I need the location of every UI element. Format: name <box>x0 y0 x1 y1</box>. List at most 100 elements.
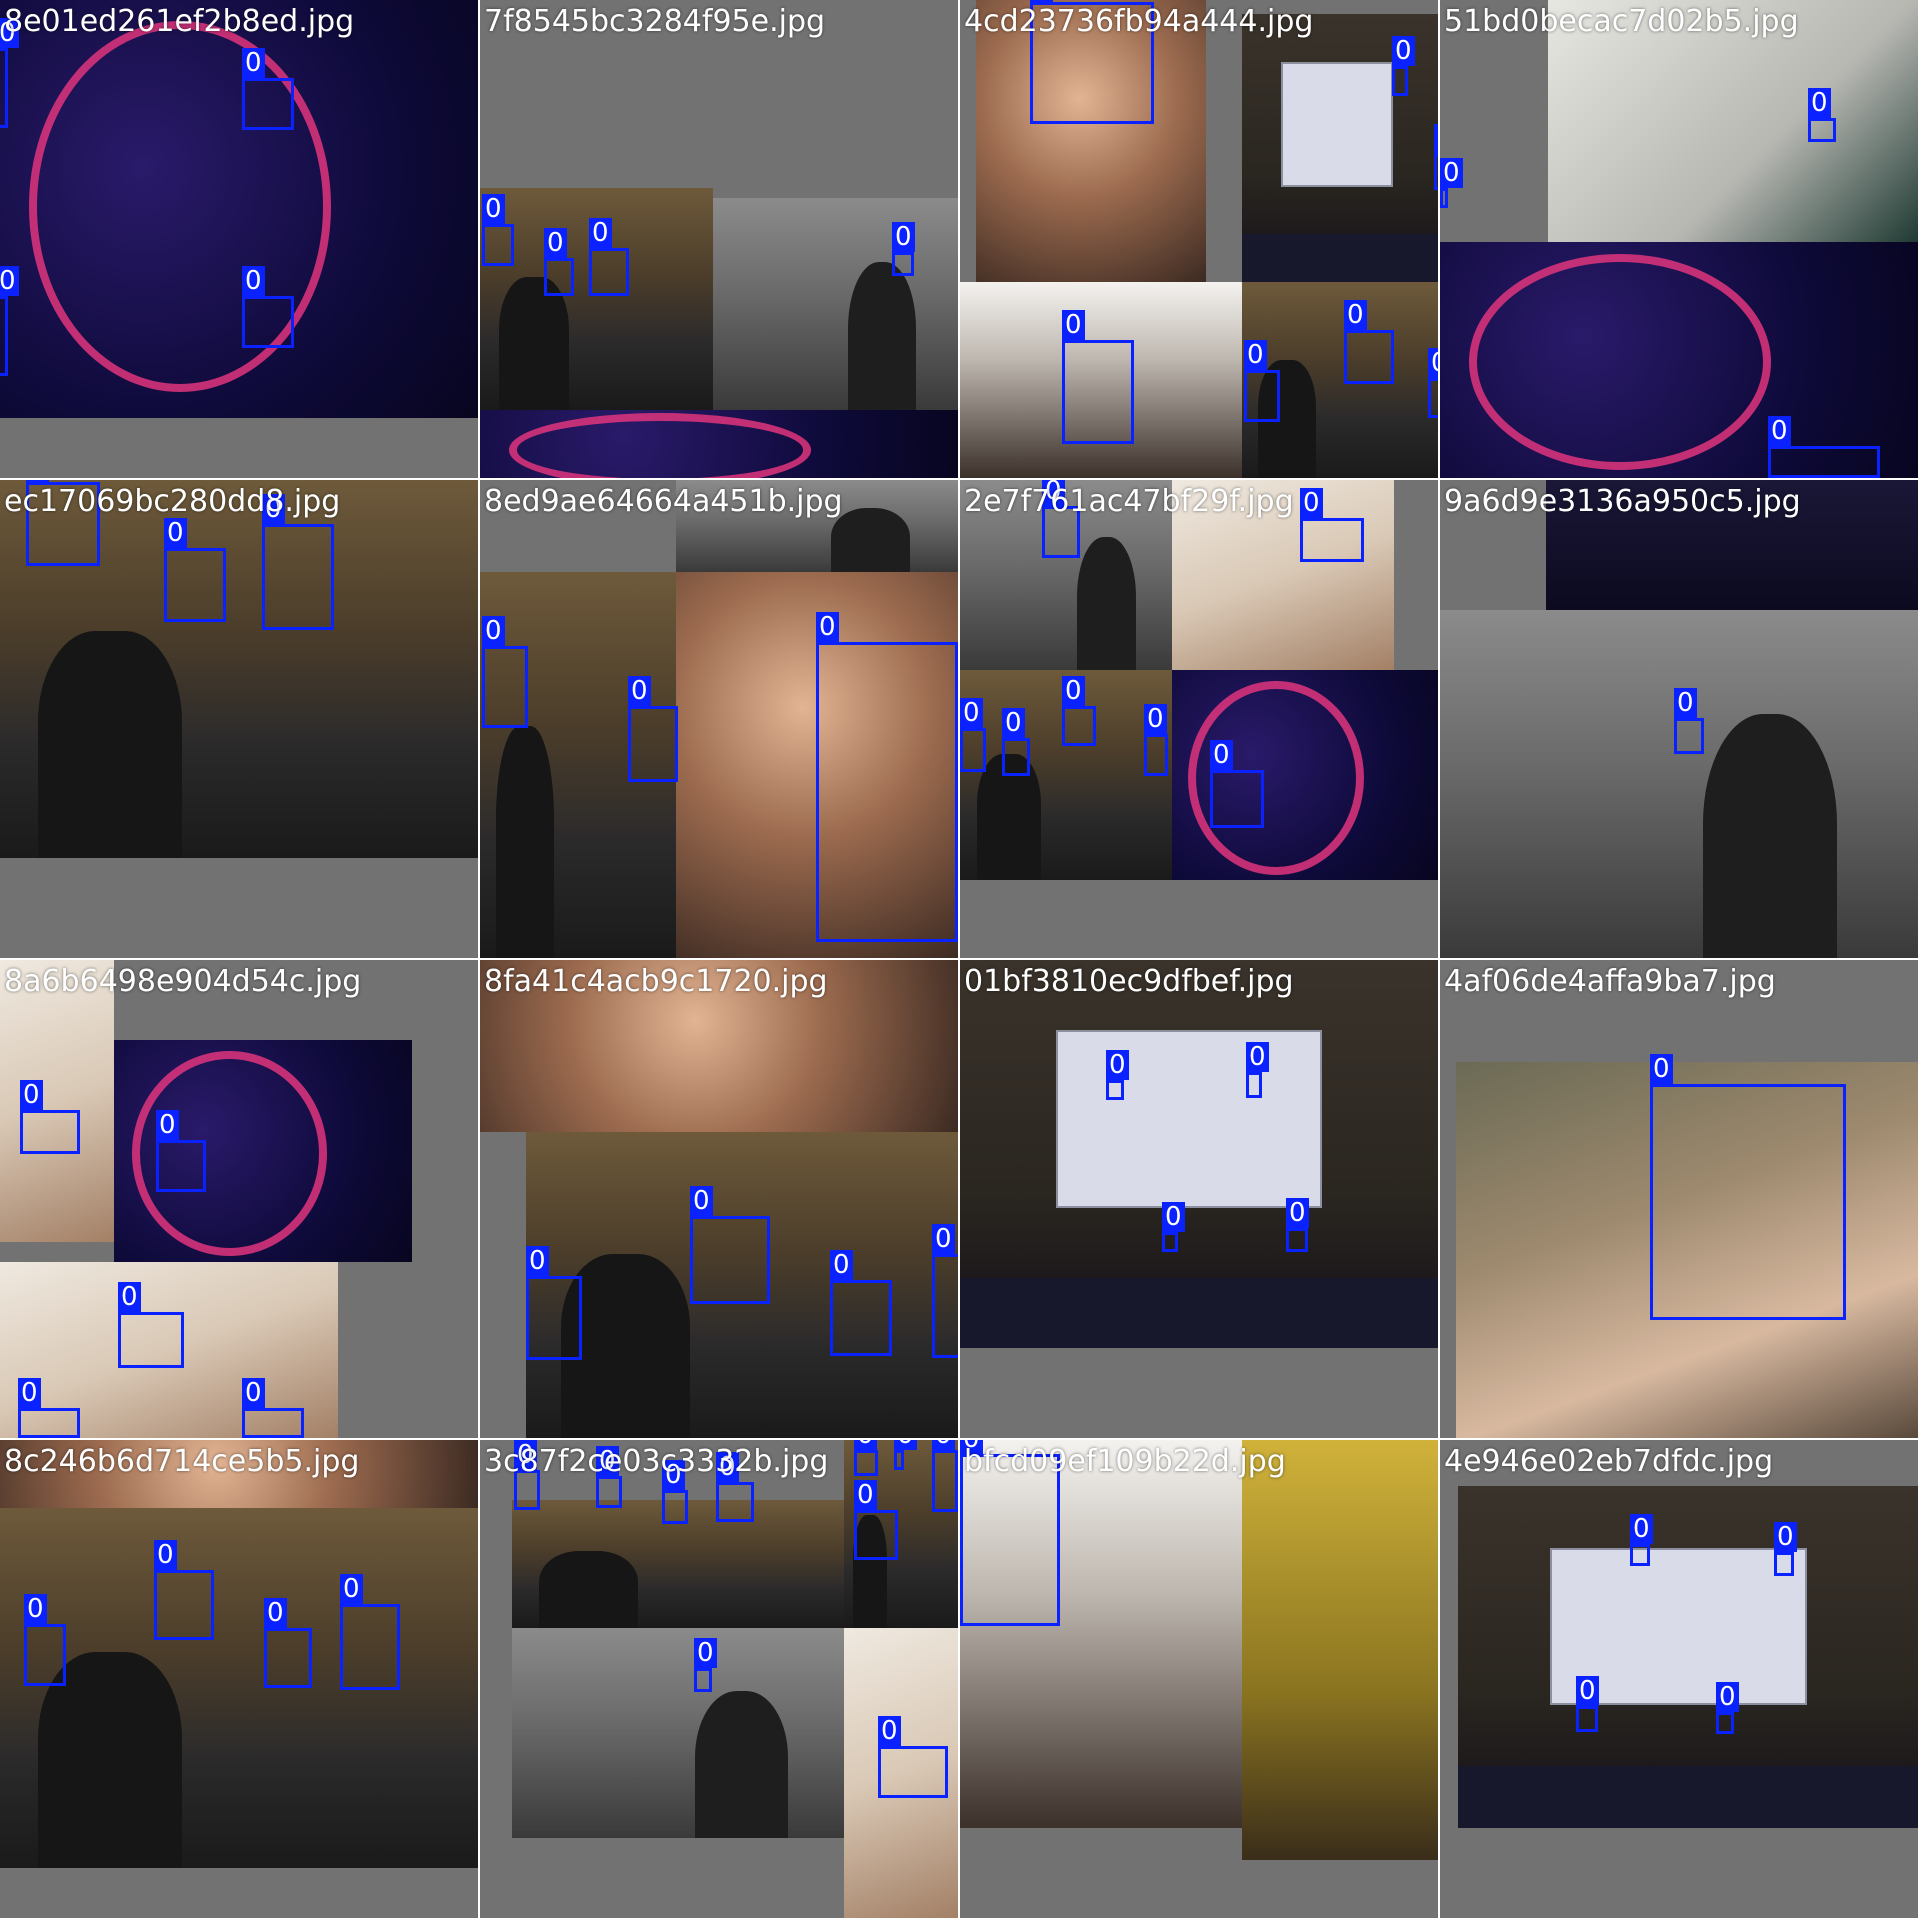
face-box: 0 <box>1030 0 1154 124</box>
face-box: 0 <box>830 1250 892 1356</box>
photo <box>114 1040 412 1262</box>
class-label: 0 <box>932 1224 955 1254</box>
face-box: 0 <box>154 1540 214 1640</box>
photo <box>960 1440 1242 1828</box>
class-label: 0 <box>242 1378 265 1408</box>
mosaic-tile: 7f8545bc3284f95e.jpg 0 0 0 0 <box>480 0 958 478</box>
face-box: 0 <box>526 1246 582 1360</box>
face-box: 0 <box>894 1440 917 1470</box>
mosaic-tile: 4af06de4affa9ba7.jpg 0 <box>1440 960 1918 1438</box>
mosaic-tile: 8a6b6498e904d54c.jpg 0 0 0 0 0 <box>0 960 478 1438</box>
tile-filename: 2e7f761ac47bf29f.jpg <box>964 484 1294 519</box>
class-label: 0 <box>1062 676 1085 706</box>
class-label: 0 <box>596 1446 619 1476</box>
face-box: 0 <box>854 1480 898 1560</box>
tile-filename: 8a6b6498e904d54c.jpg <box>4 964 362 999</box>
class-label: 0 <box>242 48 265 78</box>
photo <box>844 1440 958 1628</box>
face-box: 0 <box>960 1440 1060 1626</box>
class-label: 0 <box>1030 0 1053 2</box>
face-box: 0 <box>1428 348 1438 418</box>
class-label: 0 <box>1774 1522 1797 1552</box>
photo <box>1456 1062 1918 1438</box>
class-label: 0 <box>892 222 915 252</box>
face-box: 0 <box>1210 740 1264 828</box>
class-label: 0 <box>482 194 505 224</box>
face-box: 0 <box>1344 300 1394 384</box>
photo <box>844 1628 958 1918</box>
class-label: 0 <box>960 1440 983 1454</box>
class-label: 0 <box>662 1460 685 1490</box>
photo <box>976 0 1206 282</box>
face-box: 0 <box>24 1594 66 1686</box>
face-box: 0 <box>628 676 678 782</box>
face-box: 0 <box>1286 1198 1309 1252</box>
class-label: 0 <box>854 1480 877 1510</box>
photo <box>960 480 1172 670</box>
class-label: 0 <box>1650 1054 1673 1084</box>
face-box: 0 <box>1244 340 1280 422</box>
face-box: 0 <box>1576 1676 1599 1732</box>
tile-filename: 51bd0becac7d02b5.jpg <box>1444 4 1799 39</box>
mosaic-tile: 4e946e02eb7dfdc.jpg 0 0 0 0 <box>1440 1440 1918 1918</box>
class-label: 0 <box>1576 1676 1599 1706</box>
photo <box>0 1440 478 1508</box>
face-box: 0 <box>26 480 100 566</box>
tile-filename: 4cd23736fb94a444.jpg <box>964 4 1314 39</box>
class-label: 0 <box>544 228 567 258</box>
face-box: 0 <box>1002 708 1030 776</box>
face-box: 0 <box>960 698 986 772</box>
face-box: 0 <box>1106 1050 1129 1100</box>
face-box: 0 <box>892 222 915 276</box>
mosaic-tile: 01bf3810ec9dfbef.jpg 0 0 0 0 <box>960 960 1438 1438</box>
face-box: 0 <box>18 1378 80 1438</box>
class-label: 0 <box>894 1440 917 1450</box>
face-box: 0 <box>1768 416 1880 478</box>
face-box: 0 <box>0 266 19 376</box>
face-box: 0 <box>1774 1522 1797 1576</box>
class-label: 0 <box>589 218 612 248</box>
class-label: 0 <box>482 616 505 646</box>
tile-filename: 8c246b6d714ce5b5.jpg <box>4 1444 360 1479</box>
class-label: 0 <box>1286 1198 1309 1228</box>
face-box: 0 <box>1162 1202 1185 1252</box>
face-box: 0 <box>716 1452 754 1522</box>
tile-filename: 8e01ed261ef2b8ed.jpg <box>4 4 355 39</box>
class-label: 0 <box>1246 1042 1269 1072</box>
class-label: 0 <box>340 1574 363 1604</box>
photo <box>0 960 114 1242</box>
photo <box>1172 480 1394 670</box>
face-box: 0 <box>596 1446 622 1508</box>
face-box: 0 <box>1716 1682 1739 1734</box>
face-box: 0 <box>242 266 294 348</box>
face-box: 0 <box>932 1224 958 1358</box>
face-box: 0 <box>1062 676 1096 746</box>
class-label: 0 <box>1716 1682 1739 1712</box>
face-box: 0 <box>0 18 19 128</box>
class-label: 0 <box>242 266 265 296</box>
mosaic-tile: 51bd0becac7d02b5.jpg 0 0 0 <box>1440 0 1918 478</box>
face-box: 0 <box>1674 688 1704 754</box>
class-label: 0 <box>960 698 983 728</box>
mosaic-tile: 2e7f761ac47bf29f.jpg 0 0 0 0 0 0 0 <box>960 480 1438 958</box>
photo <box>0 1508 478 1868</box>
mosaic-tile: 9a6d9e3136a950c5.jpg 0 <box>1440 480 1918 958</box>
face-box: 0 <box>816 612 958 942</box>
class-label: 0 <box>1768 416 1791 446</box>
face-box: 0 <box>1440 158 1463 208</box>
class-label: 0 <box>1062 310 1085 340</box>
tile-filename: 3c87f2ce03c3332b.jpg <box>484 1444 829 1479</box>
tile-filename: 01bf3810ec9dfbef.jpg <box>964 964 1294 999</box>
photo <box>0 480 478 858</box>
face-box: 0 <box>340 1574 400 1690</box>
photo <box>1172 670 1438 880</box>
face-box: 0 <box>1062 310 1134 444</box>
face-box: 0 <box>544 228 574 296</box>
photo <box>1546 480 1918 610</box>
class-label: 0 <box>932 1440 955 1450</box>
class-label: 0 <box>694 1638 717 1668</box>
mosaic-tile: 8ed9ae64664a451b.jpg 0 0 0 <box>480 480 958 958</box>
face-box: 0 <box>164 518 226 622</box>
face-box: 0 <box>482 194 514 266</box>
class-label: 0 <box>1106 1050 1129 1080</box>
